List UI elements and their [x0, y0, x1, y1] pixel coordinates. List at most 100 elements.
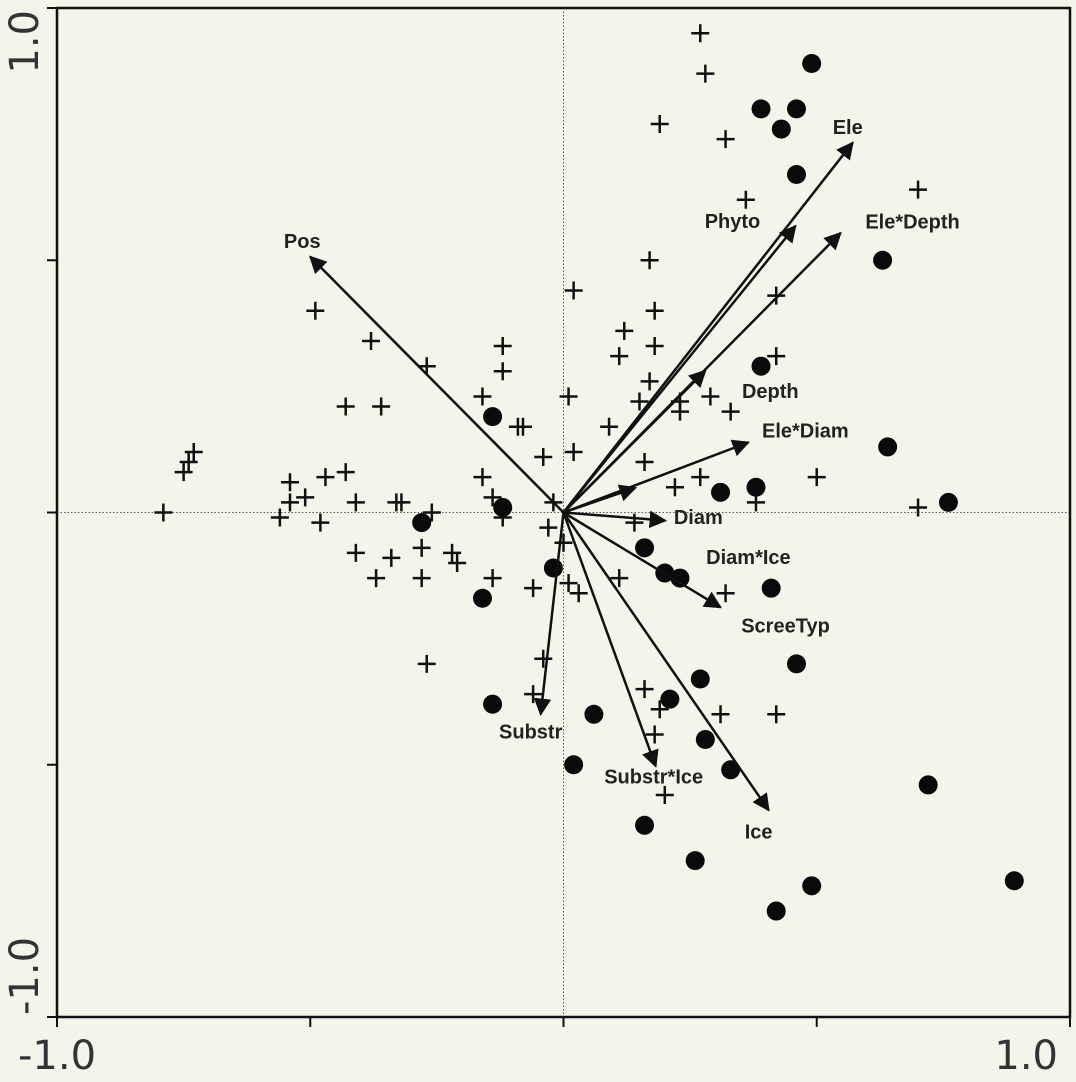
- species-cross: [716, 130, 735, 149]
- species-cross: [650, 115, 669, 134]
- site-dot: [635, 815, 655, 835]
- species-cross: [179, 453, 198, 472]
- species-cross: [909, 180, 928, 199]
- species-cross: [184, 442, 203, 461]
- species-cross: [534, 649, 553, 668]
- site-dot: [751, 356, 771, 376]
- species-cross: [691, 468, 710, 487]
- site-dot: [786, 164, 806, 184]
- species-cross: [610, 569, 629, 588]
- species-cross: [311, 513, 330, 532]
- arrow-label: Pos: [284, 231, 321, 253]
- arrow: [563, 510, 668, 529]
- arrow-label: Diam: [674, 507, 723, 529]
- arrow: [562, 369, 707, 514]
- species-cross: [473, 468, 492, 487]
- site-dot: [635, 538, 655, 558]
- species-cross: [346, 543, 365, 562]
- arrow-label: Ice: [745, 821, 773, 843]
- site-dot: [483, 694, 503, 714]
- species-cross: [807, 468, 826, 487]
- species-cross: [635, 680, 654, 699]
- species-cross: [412, 569, 431, 588]
- species-cross: [645, 337, 664, 356]
- species-cross: [767, 347, 786, 366]
- species-cross: [448, 553, 467, 572]
- species-cross: [296, 488, 315, 507]
- species-cross: [422, 503, 441, 522]
- species-cross: [665, 478, 684, 497]
- species-cross: [554, 533, 573, 552]
- x-tick-label: -1.0: [18, 1033, 96, 1079]
- site-dot: [802, 53, 822, 73]
- species-cross: [493, 362, 512, 381]
- species-cross: [670, 402, 689, 421]
- species-cross: [635, 453, 654, 472]
- site-dot: [766, 901, 786, 921]
- arrow: [562, 511, 770, 812]
- species-cross: [610, 347, 629, 366]
- site-dot: [761, 578, 781, 598]
- species-cross: [443, 543, 462, 562]
- species-cross: [346, 493, 365, 512]
- species-cross: [600, 417, 619, 436]
- site-dot: [938, 492, 958, 512]
- arrow-label: Substr: [499, 722, 563, 744]
- species-cross: [909, 498, 928, 517]
- species-cross: [473, 387, 492, 406]
- species-cross: [645, 725, 664, 744]
- species-cross: [650, 700, 669, 719]
- species-cross: [417, 357, 436, 376]
- species-cross: [306, 301, 325, 320]
- species-cross: [316, 468, 335, 487]
- species-cross: [630, 392, 649, 411]
- site-dot: [695, 730, 715, 750]
- site-dot: [721, 760, 741, 780]
- arrow-label: Diam*Ice: [706, 547, 791, 569]
- species-cross: [701, 387, 720, 406]
- species-cross: [539, 518, 558, 537]
- species-cross: [382, 548, 401, 567]
- arrow: [562, 511, 723, 609]
- species-cross: [559, 574, 578, 593]
- site-dot: [685, 851, 705, 871]
- site-dot: [878, 437, 898, 457]
- species-cross: [392, 493, 411, 512]
- species-cross: [534, 448, 553, 467]
- arrow-label: Phyto: [705, 211, 761, 233]
- species-cross: [493, 337, 512, 356]
- species-cross: [372, 397, 391, 416]
- site-dot: [786, 99, 806, 119]
- site-dot: [1004, 871, 1024, 891]
- arrow: [562, 512, 659, 768]
- site-dot: [564, 755, 584, 775]
- species-cross: [696, 64, 715, 83]
- species-cross: [280, 493, 299, 512]
- species-cross: [280, 473, 299, 492]
- species-cross: [362, 331, 381, 350]
- species-cross: [640, 372, 659, 391]
- species-cross: [721, 402, 740, 421]
- site-dot: [711, 482, 731, 502]
- site-dot: [690, 669, 710, 689]
- site-dot: [786, 654, 806, 674]
- site-dot: [483, 407, 503, 427]
- site-dot: [472, 588, 492, 608]
- arrow-label: Ele: [833, 117, 863, 139]
- site-dot: [660, 689, 680, 709]
- species-cross: [767, 705, 786, 724]
- species-cross: [513, 417, 532, 436]
- arrow: [533, 512, 565, 717]
- species-cross: [736, 190, 755, 209]
- x-tick-label: 1.0: [994, 1033, 1058, 1079]
- site-dot: [751, 99, 771, 119]
- species-cross: [336, 463, 355, 482]
- species-cross: [711, 705, 730, 724]
- species-cross: [270, 508, 289, 527]
- site-dot: [543, 558, 563, 578]
- arrow: [309, 255, 565, 514]
- species-cross: [564, 442, 583, 461]
- species-cross: [615, 321, 634, 340]
- species-cross: [174, 463, 193, 482]
